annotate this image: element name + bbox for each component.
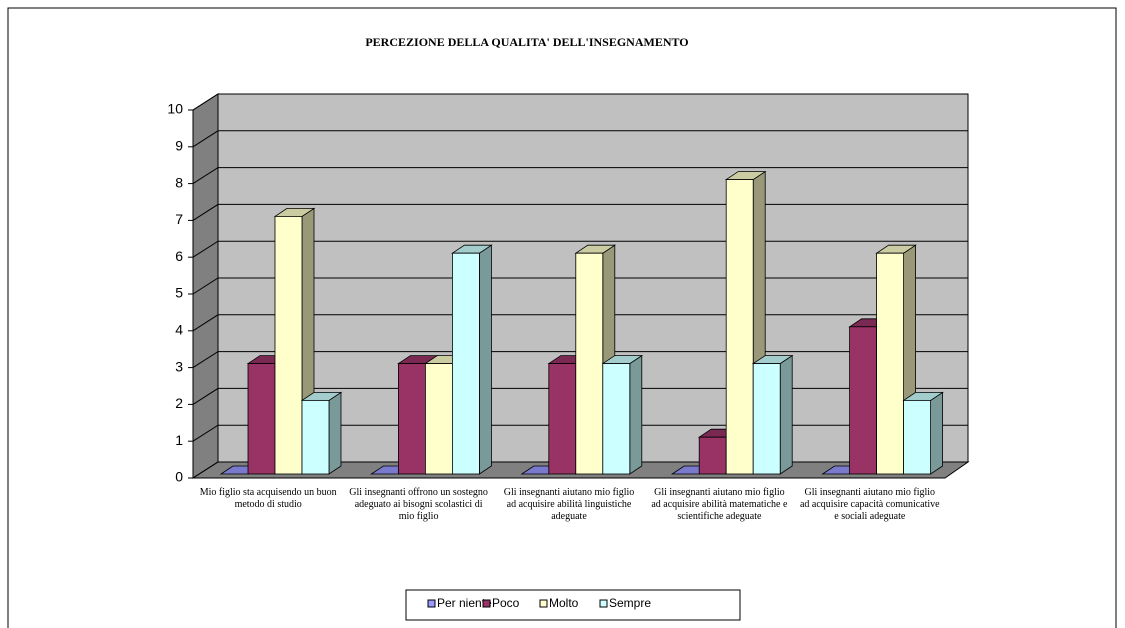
legend-box (405, 589, 741, 621)
bar-front (575, 252, 604, 475)
y-tick-label: 3 (175, 358, 183, 374)
bar (574, 244, 617, 475)
y-tick-label: 9 (175, 138, 183, 154)
y-tick-label: 10 (167, 101, 183, 117)
bar-front (424, 363, 453, 475)
y-tick-label: 1 (175, 432, 183, 448)
bar (300, 391, 343, 475)
grid-line (192, 130, 968, 148)
bar-front (397, 363, 426, 475)
bar-side (779, 354, 793, 475)
bar-front (752, 363, 781, 475)
y-tick-label: 5 (175, 285, 183, 301)
y-tick-label: 8 (175, 174, 183, 190)
grid-line (192, 387, 968, 405)
bar-side (328, 391, 342, 475)
y-tick-label: 0 (175, 469, 183, 485)
x-tick-label: Gli insegnanti aiutano mio figlio ad acq… (799, 487, 940, 522)
legend-label: Poco (492, 596, 520, 610)
legend-label: Sempre (609, 596, 651, 610)
grid-line (192, 351, 968, 369)
bar-front (849, 326, 877, 475)
bar-front (876, 252, 904, 475)
bar-front (301, 399, 330, 475)
bar-front (903, 399, 931, 475)
bar (451, 244, 493, 475)
bar-side (478, 244, 492, 475)
legend-swatch (427, 599, 436, 608)
bar-front (548, 363, 577, 475)
bar-front (451, 252, 480, 475)
bar (751, 354, 794, 475)
chart-title: PERCEZIONE DELLA QUALITA' DELL'INSEGNAME… (365, 35, 688, 49)
legend-label: Per niente (437, 596, 492, 610)
bar-front (698, 436, 727, 475)
legend-swatch (599, 599, 608, 608)
legend-label: Molto (549, 596, 579, 610)
y-tick-label: 6 (175, 248, 183, 264)
grid-line (192, 277, 968, 295)
y-tick-label: 4 (175, 322, 183, 338)
bar-front (725, 179, 754, 475)
bar-front (274, 215, 303, 475)
legend-swatch (482, 599, 491, 608)
grid-line (192, 203, 968, 221)
bar-front (247, 363, 276, 475)
legend-swatch (539, 599, 548, 608)
bar (601, 354, 644, 475)
x-tick-label: Gli insegnanti offrono un sostegno adegu… (349, 487, 488, 522)
grid-line (192, 93, 968, 111)
y-tick-label: 7 (175, 211, 183, 227)
bar-side (930, 391, 943, 475)
grid-line (192, 240, 968, 258)
x-tick-label: Mio figlio sta acquisendo un buon metodo… (199, 487, 337, 510)
bar-side (629, 354, 643, 475)
x-tick-label: Gli insegnanti aiutano mio figlio ad acq… (503, 487, 635, 522)
bar-front (602, 363, 631, 475)
y-tick-label: 2 (175, 395, 183, 411)
grid-line (192, 314, 968, 332)
grid-line (192, 167, 968, 185)
bar (902, 391, 944, 475)
grid-line (192, 424, 968, 442)
x-tick-label: Gli insegnanti aiutano mio figlio ad acq… (651, 487, 788, 522)
